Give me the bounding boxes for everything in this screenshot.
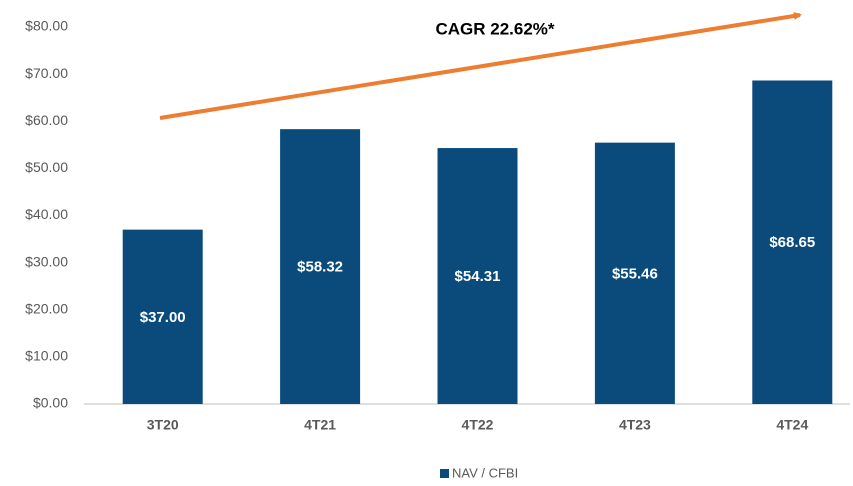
data-label: $58.32: [297, 259, 343, 276]
y-tick-label: $70.00: [25, 65, 68, 81]
y-tick-label: $10.00: [25, 348, 68, 364]
x-tick-label: 3T20: [147, 417, 179, 433]
y-tick-label: $50.00: [25, 159, 68, 175]
annotation: CAGR 22.62%*: [435, 19, 554, 38]
bar: [437, 148, 518, 404]
y-tick-label: $80.00: [25, 18, 68, 34]
x-tick-label: 4T22: [462, 417, 494, 433]
y-tick-label: $40.00: [25, 206, 68, 222]
x-tick-label: 4T24: [776, 417, 808, 433]
bar: [752, 80, 833, 404]
y-tick-label: $0.00: [33, 395, 68, 411]
x-tick-label: 4T21: [304, 417, 336, 433]
trend-arrow: [159, 12, 802, 120]
bar: [122, 229, 203, 404]
legend-swatch: [440, 469, 449, 478]
y-tick-label: $20.00: [25, 300, 68, 316]
x-tick-label: 4T23: [619, 417, 651, 433]
bar: [280, 129, 361, 405]
y-tick-label: $30.00: [25, 253, 68, 269]
bar: [594, 142, 675, 404]
data-label: $68.65: [769, 234, 815, 251]
legend-label: NAV / CFBI: [452, 465, 518, 480]
data-label: $55.46: [612, 265, 658, 282]
y-tick-label: $60.00: [25, 112, 68, 128]
data-label: $37.00: [140, 309, 186, 326]
data-label: $54.31: [455, 268, 501, 285]
